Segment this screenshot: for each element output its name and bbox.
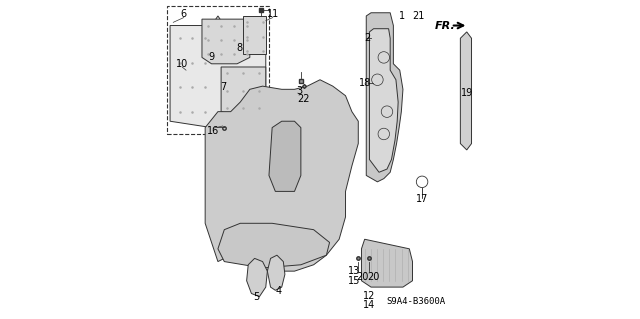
Polygon shape (221, 67, 266, 118)
Text: 18: 18 (358, 78, 371, 88)
Polygon shape (362, 239, 413, 287)
Text: 21: 21 (412, 11, 424, 21)
Polygon shape (460, 32, 472, 150)
Text: 3: 3 (296, 86, 302, 96)
Polygon shape (369, 29, 398, 172)
Text: 20: 20 (367, 272, 380, 282)
Text: S9A4-B3600A: S9A4-B3600A (386, 297, 445, 306)
Text: 13: 13 (348, 266, 360, 276)
Text: 5: 5 (253, 292, 259, 302)
Text: 9: 9 (209, 52, 214, 63)
Polygon shape (366, 13, 403, 182)
Bar (167, 6, 269, 134)
Text: 11: 11 (267, 9, 279, 19)
Text: 20: 20 (356, 272, 368, 282)
Text: 12: 12 (364, 291, 376, 301)
Text: 2: 2 (365, 33, 371, 43)
Text: 10: 10 (176, 59, 188, 69)
Polygon shape (202, 19, 250, 64)
Polygon shape (269, 121, 301, 191)
Text: 6: 6 (180, 9, 187, 19)
Polygon shape (268, 255, 285, 290)
Polygon shape (218, 223, 330, 268)
Polygon shape (246, 258, 268, 297)
Polygon shape (205, 80, 358, 271)
Text: 14: 14 (364, 300, 376, 310)
Polygon shape (243, 16, 266, 54)
Text: 4: 4 (275, 286, 282, 296)
Text: 8: 8 (237, 43, 243, 53)
Text: 16: 16 (207, 126, 220, 136)
Text: 19: 19 (461, 87, 473, 98)
Text: 22: 22 (297, 94, 310, 104)
Text: FR.: FR. (435, 20, 456, 31)
Text: 17: 17 (416, 194, 428, 204)
Polygon shape (170, 16, 266, 128)
Text: 15: 15 (348, 276, 360, 286)
Text: 7: 7 (220, 82, 226, 92)
Text: 1: 1 (399, 11, 404, 21)
